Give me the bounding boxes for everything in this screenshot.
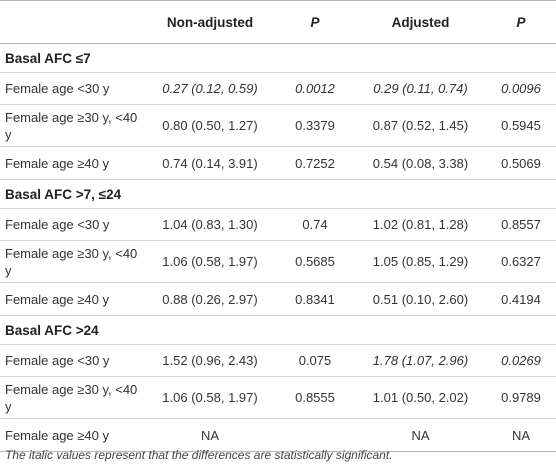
section-row: Basal AFC ≤7 xyxy=(0,43,556,73)
non-adjusted-value: 1.06 (0.58, 1.97) xyxy=(145,376,275,419)
row-label: Female age <30 y xyxy=(0,72,145,105)
table-row: Female age ≥30 y, <40 y 1.06 (0.58, 1.97… xyxy=(0,240,556,283)
adjusted-value: 0.51 (0.10, 2.60) xyxy=(355,282,486,316)
adjusted-value: 0.29 (0.11, 0.74) xyxy=(355,72,486,105)
adjusted-value: 0.54 (0.08, 3.38) xyxy=(355,146,486,180)
p-value-non-adjusted: 0.7252 xyxy=(275,146,355,180)
non-adjusted-value: 1.52 (0.96, 2.43) xyxy=(145,344,275,377)
p-value-non-adjusted xyxy=(275,418,355,452)
section-title: Basal AFC >7, ≤24 xyxy=(0,179,556,209)
row-label: Female age ≥30 y, <40 y xyxy=(0,376,145,419)
adjusted-value: 1.05 (0.85, 1.29) xyxy=(355,240,486,283)
table-footnote: The italic values represent that the dif… xyxy=(5,448,393,462)
non-adjusted-value: NA xyxy=(145,418,275,452)
adjusted-value: 1.01 (0.50, 2.02) xyxy=(355,376,486,419)
section-title: Basal AFC >24 xyxy=(0,315,556,345)
non-adjusted-value: 1.06 (0.58, 1.97) xyxy=(145,240,275,283)
section-row: Basal AFC >7, ≤24 xyxy=(0,179,556,209)
table-row: Female age ≥30 y, <40 y 0.80 (0.50, 1.27… xyxy=(0,104,556,147)
table-row: Female age <30 y 0.27 (0.12, 0.59) 0.001… xyxy=(0,72,556,105)
header-non-adjusted: Non-adjusted xyxy=(145,0,275,44)
non-adjusted-value: 0.27 (0.12, 0.59) xyxy=(145,72,275,105)
p-value-adjusted: 0.5945 xyxy=(486,104,556,147)
p-value-non-adjusted: 0.74 xyxy=(275,208,355,241)
section-row: Basal AFC >24 xyxy=(0,315,556,345)
p-value-adjusted: 0.9789 xyxy=(486,376,556,419)
table-row: Female age ≥30 y, <40 y 1.06 (0.58, 1.97… xyxy=(0,376,556,419)
p-value-adjusted: 0.0269 xyxy=(486,344,556,377)
row-label: Female age ≥40 y xyxy=(0,418,145,452)
table-row: Female age ≥40 y 0.74 (0.14, 3.91) 0.725… xyxy=(0,146,556,180)
row-label: Female age ≥30 y, <40 y xyxy=(0,240,145,283)
table-row: Female age ≥40 y NA NA NA xyxy=(0,418,556,452)
table-row: Female age <30 y 1.04 (0.83, 1.30) 0.74 … xyxy=(0,208,556,241)
header-p-non-adjusted: P xyxy=(275,0,355,44)
non-adjusted-value: 1.04 (0.83, 1.30) xyxy=(145,208,275,241)
p-value-non-adjusted: 0.8341 xyxy=(275,282,355,316)
results-table: Non-adjusted P Adjusted P Basal AFC ≤7 F… xyxy=(0,0,556,452)
p-value-non-adjusted: 0.8555 xyxy=(275,376,355,419)
p-value-non-adjusted: 0.075 xyxy=(275,344,355,377)
p-value-adjusted: 0.4194 xyxy=(486,282,556,316)
header-label-col xyxy=(0,0,145,44)
p-value-adjusted: 0.0096 xyxy=(486,72,556,105)
p-value-adjusted: NA xyxy=(486,418,556,452)
row-label: Female age <30 y xyxy=(0,344,145,377)
header-adjusted: Adjusted xyxy=(355,0,486,44)
p-value-adjusted: 0.6327 xyxy=(486,240,556,283)
adjusted-value: 1.78 (1.07, 2.96) xyxy=(355,344,486,377)
table-row: Female age <30 y 1.52 (0.96, 2.43) 0.075… xyxy=(0,344,556,377)
section-title: Basal AFC ≤7 xyxy=(0,43,556,73)
row-label: Female age ≥40 y xyxy=(0,146,145,180)
p-value-non-adjusted: 0.5685 xyxy=(275,240,355,283)
header-row: Non-adjusted P Adjusted P xyxy=(0,0,556,44)
adjusted-value: NA xyxy=(355,418,486,452)
adjusted-value: 0.87 (0.52, 1.45) xyxy=(355,104,486,147)
header-p-adjusted: P xyxy=(486,0,556,44)
non-adjusted-value: 0.88 (0.26, 2.97) xyxy=(145,282,275,316)
p-value-non-adjusted: 0.0012 xyxy=(275,72,355,105)
table-row: Female age ≥40 y 0.88 (0.26, 2.97) 0.834… xyxy=(0,282,556,316)
p-value-adjusted: 0.5069 xyxy=(486,146,556,180)
non-adjusted-value: 0.80 (0.50, 1.27) xyxy=(145,104,275,147)
row-label: Female age ≥30 y, <40 y xyxy=(0,104,145,147)
p-value-non-adjusted: 0.3379 xyxy=(275,104,355,147)
non-adjusted-value: 0.74 (0.14, 3.91) xyxy=(145,146,275,180)
adjusted-value: 1.02 (0.81, 1.28) xyxy=(355,208,486,241)
row-label: Female age ≥40 y xyxy=(0,282,145,316)
row-label: Female age <30 y xyxy=(0,208,145,241)
p-value-adjusted: 0.8557 xyxy=(486,208,556,241)
